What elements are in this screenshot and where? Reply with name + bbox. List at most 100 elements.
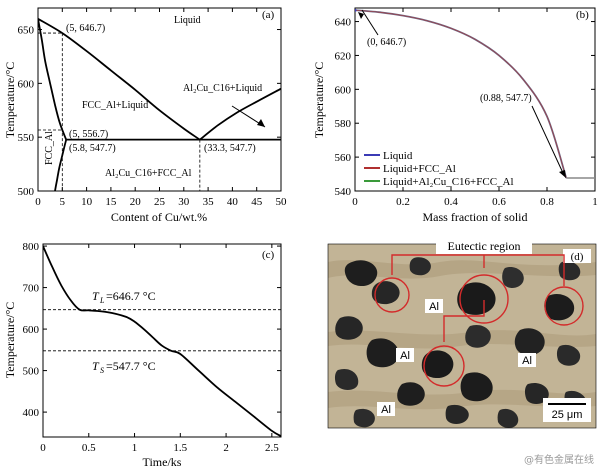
chart-b-ytick-label: 600 [335, 84, 352, 96]
chart-a-panel-label: (a) [262, 9, 275, 21]
series-liquid-fcc-line [355, 9, 567, 179]
chart-a-ytick-label: 600 [18, 78, 35, 90]
eutectic-blob [497, 408, 519, 428]
annot-b-2: (0.88, 547.7) [480, 93, 532, 104]
al-label: Al [522, 355, 532, 367]
texture-band-1 [328, 260, 596, 279]
micrograph-panel-label-box [563, 249, 591, 263]
eutectic-blob [353, 408, 375, 428]
chart-b-xtick-label: 0.8 [540, 196, 554, 208]
chart-b-xlabel: Mass fraction of solid [423, 210, 528, 224]
scalebar-label: 25 μm [552, 409, 583, 421]
watermark: @有色金属在线 [524, 455, 594, 466]
eutectic-blob [457, 282, 496, 315]
eutectic-blob [397, 382, 425, 406]
chart-b-ytick-label: 560 [335, 152, 352, 164]
chart-c-xtick-label: 2.5 [265, 442, 279, 454]
chart-c-ytick-label: 800 [23, 241, 40, 253]
chart-b: 0 0.2 0.4 0.6 0.8 1 540 560 580 600 620 640 Mass fr… [312, 7, 598, 224]
annot-a-3: (5.8, 547.7) [69, 143, 116, 154]
chart-b-ytick-label: 540 [335, 186, 352, 198]
al-label-box [396, 348, 414, 362]
chart-c-xlabel: Time/ks [143, 455, 182, 469]
eutectic-blob [465, 324, 491, 348]
chart-c-xtick-label: 0.5 [82, 442, 96, 454]
annot-c-ts-symbol: T [92, 359, 100, 373]
chart-a-ylabel: Temperature/°C [3, 62, 17, 139]
chart-a-ytick-label: 650 [18, 25, 35, 37]
chart-c-panel-label: (c) [262, 249, 275, 261]
region-fcc-liquid: FCC_Al+Liquid [82, 100, 148, 111]
chart-c-xtick-label: 2 [223, 442, 229, 454]
al-label-box [518, 353, 536, 367]
annot-a-2: (5, 556.7) [69, 129, 108, 140]
al-label-box [377, 402, 395, 416]
micrograph-texture [328, 257, 596, 428]
eutectic-blob [460, 372, 493, 402]
chart-c-ytick-label: 700 [23, 283, 40, 295]
eutectic-circle [459, 274, 509, 324]
chart-c: 0 0.5 1 1.5 2 2.5 400 500 600 700 800 Time/ks Temp… [3, 241, 282, 469]
scalebar-box [543, 398, 591, 422]
region-liquid: Liquid [174, 15, 201, 26]
chart-a-xtick-label: 5 [60, 196, 66, 208]
chart-b-xtick-label: 1 [592, 196, 598, 208]
eutectic-blob [445, 404, 469, 424]
phase-boundary [38, 18, 68, 141]
region-al2cu-liquid: Al₂Cu_C16+Liquid [183, 83, 262, 94]
annot-a-1: (5, 646.7) [66, 23, 105, 34]
al-label: Al [400, 350, 410, 362]
eutectic-blob [421, 350, 454, 379]
chart-c-xtick-label: 1 [132, 442, 138, 454]
eutectic-title-box [436, 238, 532, 254]
region-fcc: FCC_Al [44, 131, 55, 165]
legend-label-eutectic: Liquid+Al₂Cu_C16+FCC_Al [383, 176, 514, 188]
chart-b-legend: Liquid Liquid+FCC_Al Liquid+Al₂Cu_C16+FC… [364, 150, 514, 188]
eutectic-bracket-line [443, 300, 485, 342]
chart-a-xtick-label: 20 [130, 196, 142, 208]
chart-a-frame [37, 7, 282, 192]
chart-c-xtick-label: 0 [40, 442, 46, 454]
region-al2cu-fcc: Al₂Cu_C16+FCC_Al [105, 168, 192, 179]
chart-a: 0 5 10 15 20 25 30 35 40 45 50 500 550 600 650 Content… [3, 7, 288, 224]
annot-b-1-arrowhead [358, 12, 364, 19]
eutectic-blob [502, 266, 524, 288]
chart-c-ytick-label: 400 [23, 407, 40, 419]
chart-b-ytick-label: 580 [335, 118, 352, 130]
micrograph-panel-label: (d) [571, 251, 584, 263]
chart-b-xtick-label: 0 [352, 196, 358, 208]
eutectic-blob [514, 328, 545, 356]
annot-c-tl-symbol: T [92, 289, 100, 303]
chart-a-xtick-label: 35 [203, 196, 215, 208]
eutectic-blob [524, 382, 549, 404]
legend-label-liquid-fcc: Liquid+FCC_Al [383, 163, 456, 175]
chart-a-xtick-label: 40 [227, 196, 239, 208]
micrograph: (d) Eutectic region Al Al Al Al 25 μm [327, 238, 597, 429]
annot-b-1-pointer [361, 9, 379, 36]
eutectic-blob [371, 281, 400, 305]
chart-a-xtick-label: 10 [81, 196, 93, 208]
chart-b-ytick-label: 620 [335, 50, 352, 62]
annot-c-tl-value: =646.7 °C [106, 289, 156, 303]
annot-c-ts-subscript: S [100, 366, 104, 375]
series-liquid-point [355, 8, 357, 12]
chart-b-xtick-label: 0.2 [396, 196, 410, 208]
legend-label-liquid: Liquid [383, 150, 413, 162]
chart-a-xtick-label: 30 [178, 196, 190, 208]
chart-a-xtick-label: 50 [276, 196, 288, 208]
chart-a-ytick-label: 500 [18, 186, 35, 198]
chart-a-xtick-label: 0 [35, 196, 41, 208]
chart-c-ytick-label: 600 [23, 324, 40, 336]
chart-a-arrow-head [257, 119, 265, 127]
chart-b-ytick-label: 640 [335, 17, 352, 29]
eutectic-circle [423, 345, 465, 387]
cooling-curve [43, 245, 281, 437]
eutectic-circle [544, 286, 584, 326]
al-label: Al [429, 301, 439, 313]
chart-b-frame [354, 7, 596, 192]
phase-boundary [38, 18, 201, 141]
eutectic-bracket-line [391, 254, 565, 286]
phase-boundary [54, 139, 68, 191]
chart-c-xtick-label: 1.5 [173, 442, 187, 454]
